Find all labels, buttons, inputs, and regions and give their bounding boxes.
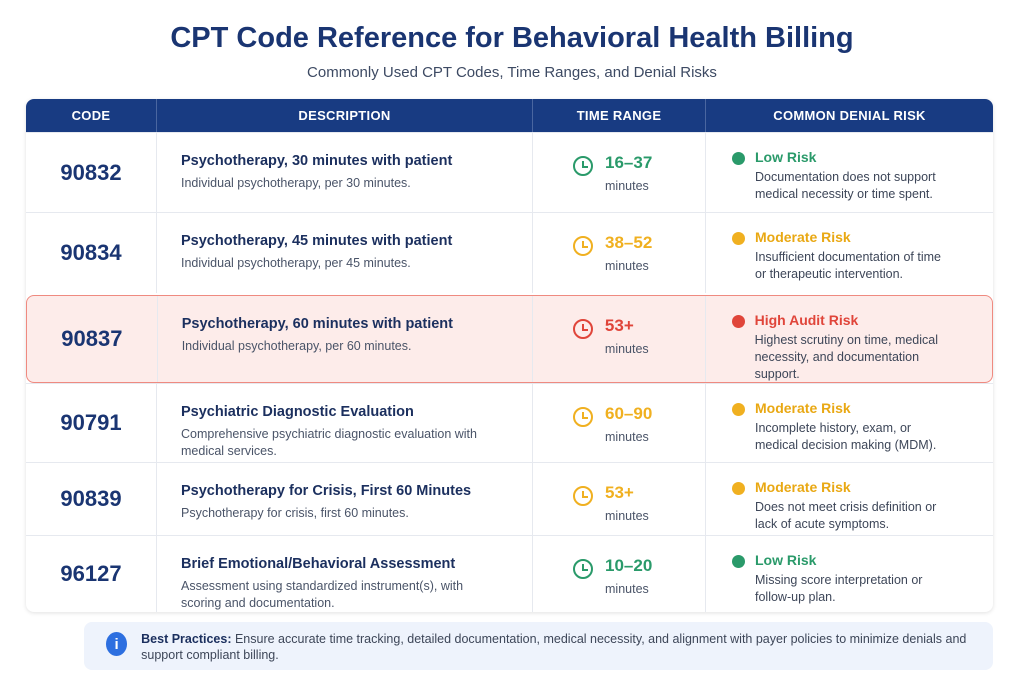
description-text: Psychotherapy for crisis, first 60 minut…: [181, 506, 409, 520]
description-text: Individual psychotherapy, per 30 minutes…: [181, 176, 411, 190]
cpt-table: CODE DESCRIPTION TIME RANGE COMMON DENIA…: [26, 99, 993, 612]
time-range-value: 60–90: [605, 404, 653, 423]
description-title: Psychotherapy, 30 minutes with patient: [181, 153, 453, 169]
time-range-cell: 53+ minutes: [533, 296, 706, 382]
time-range-cell: 53+ minutes: [533, 463, 706, 535]
cpt-code: 90834: [26, 213, 157, 293]
description-text: Assessment using standardized instrument…: [181, 579, 464, 610]
table-row: 90837 Psychotherapy, 60 minutes with pat…: [26, 295, 993, 383]
risk-dot-icon: [732, 555, 745, 568]
risk-level: Moderate Risk: [755, 479, 851, 495]
table-row: 90832 Psychotherapy, 30 minutes with pat…: [26, 132, 993, 212]
denial-risk-cell: Low Risk Missing score interpretation or …: [706, 536, 993, 612]
denial-risk-cell: Low Risk Documentation does not support m…: [706, 133, 993, 212]
risk-level: Low Risk: [755, 149, 817, 165]
page-subtitle: Commonly Used CPT Codes, Time Ranges, an…: [307, 64, 717, 81]
time-unit: minutes: [604, 342, 649, 356]
denial-risk-cell: Moderate Risk Does not meet crisis defini…: [706, 463, 993, 535]
clock-icon: [572, 319, 593, 339]
time-range-cell: 38–52 minutes: [533, 213, 706, 293]
risk-dot-icon: [732, 232, 745, 245]
table-header: CODE DESCRIPTION TIME RANGE COMMON DENIA…: [26, 99, 993, 132]
description-text: Individual psychotherapy, per 60 minutes…: [181, 339, 412, 353]
risk-dot-icon: [732, 482, 745, 495]
description-cell: Psychotherapy, 45 minutes with patient In…: [157, 213, 533, 293]
clock-icon: [573, 156, 593, 176]
description-title: Psychotherapy, 45 minutes with patient: [181, 233, 453, 249]
description-cell: Psychotherapy, 60 minutes with patient In…: [158, 296, 533, 382]
risk-level: Low Risk: [755, 552, 817, 568]
risk-dot-icon: [731, 315, 745, 328]
note-text: Ensure accurate time tracking, detailed …: [141, 632, 967, 662]
time-range-value: 38–52: [605, 233, 653, 252]
description-cell: Psychiatric Diagnostic Evaluation Compreh…: [157, 384, 533, 462]
clock-icon: [573, 559, 593, 579]
risk-dot-icon: [732, 152, 745, 165]
header-code: CODE: [26, 99, 157, 132]
time-unit: minutes: [605, 259, 649, 273]
risk-level: High Audit Risk: [754, 312, 859, 328]
risk-description: Incomplete history, exam, or medical dec…: [755, 421, 937, 452]
description-title: Psychiatric Diagnostic Evaluation: [181, 404, 414, 420]
denial-risk-cell: High Audit Risk Highest scrutiny on time,…: [706, 296, 992, 382]
denial-risk-cell: Moderate Risk Incomplete history, exam, o…: [706, 384, 993, 462]
time-unit: minutes: [605, 430, 649, 444]
time-range-value: 53+: [605, 483, 634, 502]
description-title: Psychotherapy, 60 minutes with patient: [181, 316, 453, 332]
page-title: CPT Code Reference for Behavioral Health…: [170, 22, 854, 54]
risk-level: Moderate Risk: [755, 229, 851, 245]
time-unit: minutes: [605, 582, 649, 596]
cpt-code: 90791: [26, 384, 157, 462]
clock-icon: [573, 486, 593, 506]
header-time-range: TIME RANGE: [533, 99, 706, 132]
note-label: Best Practices:: [141, 632, 232, 646]
time-range-value: 10–20: [605, 556, 653, 575]
cpt-code: 96127: [26, 536, 157, 612]
header-denial-risk: COMMON DENIAL RISK: [773, 108, 926, 123]
denial-risk-cell: Moderate Risk Insufficient documentation …: [706, 213, 993, 293]
description-text: Individual psychotherapy, per 45 minutes…: [181, 256, 411, 270]
description-title: Brief Emotional/Behavioral Assessment: [181, 556, 456, 572]
time-unit: minutes: [605, 179, 649, 193]
time-range-value: 53+: [604, 316, 634, 335]
time-range-value: 16–37: [605, 153, 653, 172]
description-cell: Psychotherapy for Crisis, First 60 Minut…: [157, 463, 533, 535]
table-row: 90791 Psychiatric Diagnostic Evaluation C…: [26, 383, 993, 462]
risk-dot-icon: [732, 403, 745, 416]
best-practices-note: i Best Practices: Ensure accurate time t…: [84, 622, 993, 670]
info-icon: i: [106, 632, 128, 656]
cpt-code: 90839: [26, 463, 157, 535]
table-row: 90839 Psychotherapy for Crisis, First 60…: [26, 462, 993, 535]
description-text: Comprehensive psychiatric diagnostic eva…: [181, 427, 477, 458]
risk-description: Highest scrutiny on time, medical necess…: [754, 333, 939, 381]
time-range-cell: 16–37 minutes: [533, 133, 706, 212]
risk-description: Does not meet crisis definition or lack …: [755, 500, 937, 531]
risk-description: Documentation does not support medical n…: [755, 170, 936, 201]
description-cell: Brief Emotional/Behavioral Assessment Ass…: [157, 536, 533, 612]
clock-icon: [573, 407, 593, 427]
header-description: DESCRIPTION: [157, 99, 533, 132]
risk-description: Insufficient documentation of time or th…: [755, 250, 941, 281]
cpt-code: 90837: [27, 296, 158, 382]
time-range-cell: 60–90 minutes: [533, 384, 706, 462]
table-row: 96127 Brief Emotional/Behavioral Assessm…: [26, 535, 993, 612]
cpt-code: 90832: [26, 133, 157, 212]
time-unit: minutes: [605, 509, 649, 523]
risk-description: Missing score interpretation or follow-u…: [755, 573, 923, 604]
risk-level: Moderate Risk: [755, 400, 851, 416]
description-title: Psychotherapy for Crisis, First 60 Minut…: [181, 483, 472, 499]
table-row: 90834 Psychotherapy, 45 minutes with pat…: [26, 212, 993, 293]
time-range-cell: 10–20 minutes: [533, 536, 706, 612]
description-cell: Psychotherapy, 30 minutes with patient In…: [157, 133, 533, 212]
clock-icon: [573, 236, 593, 256]
